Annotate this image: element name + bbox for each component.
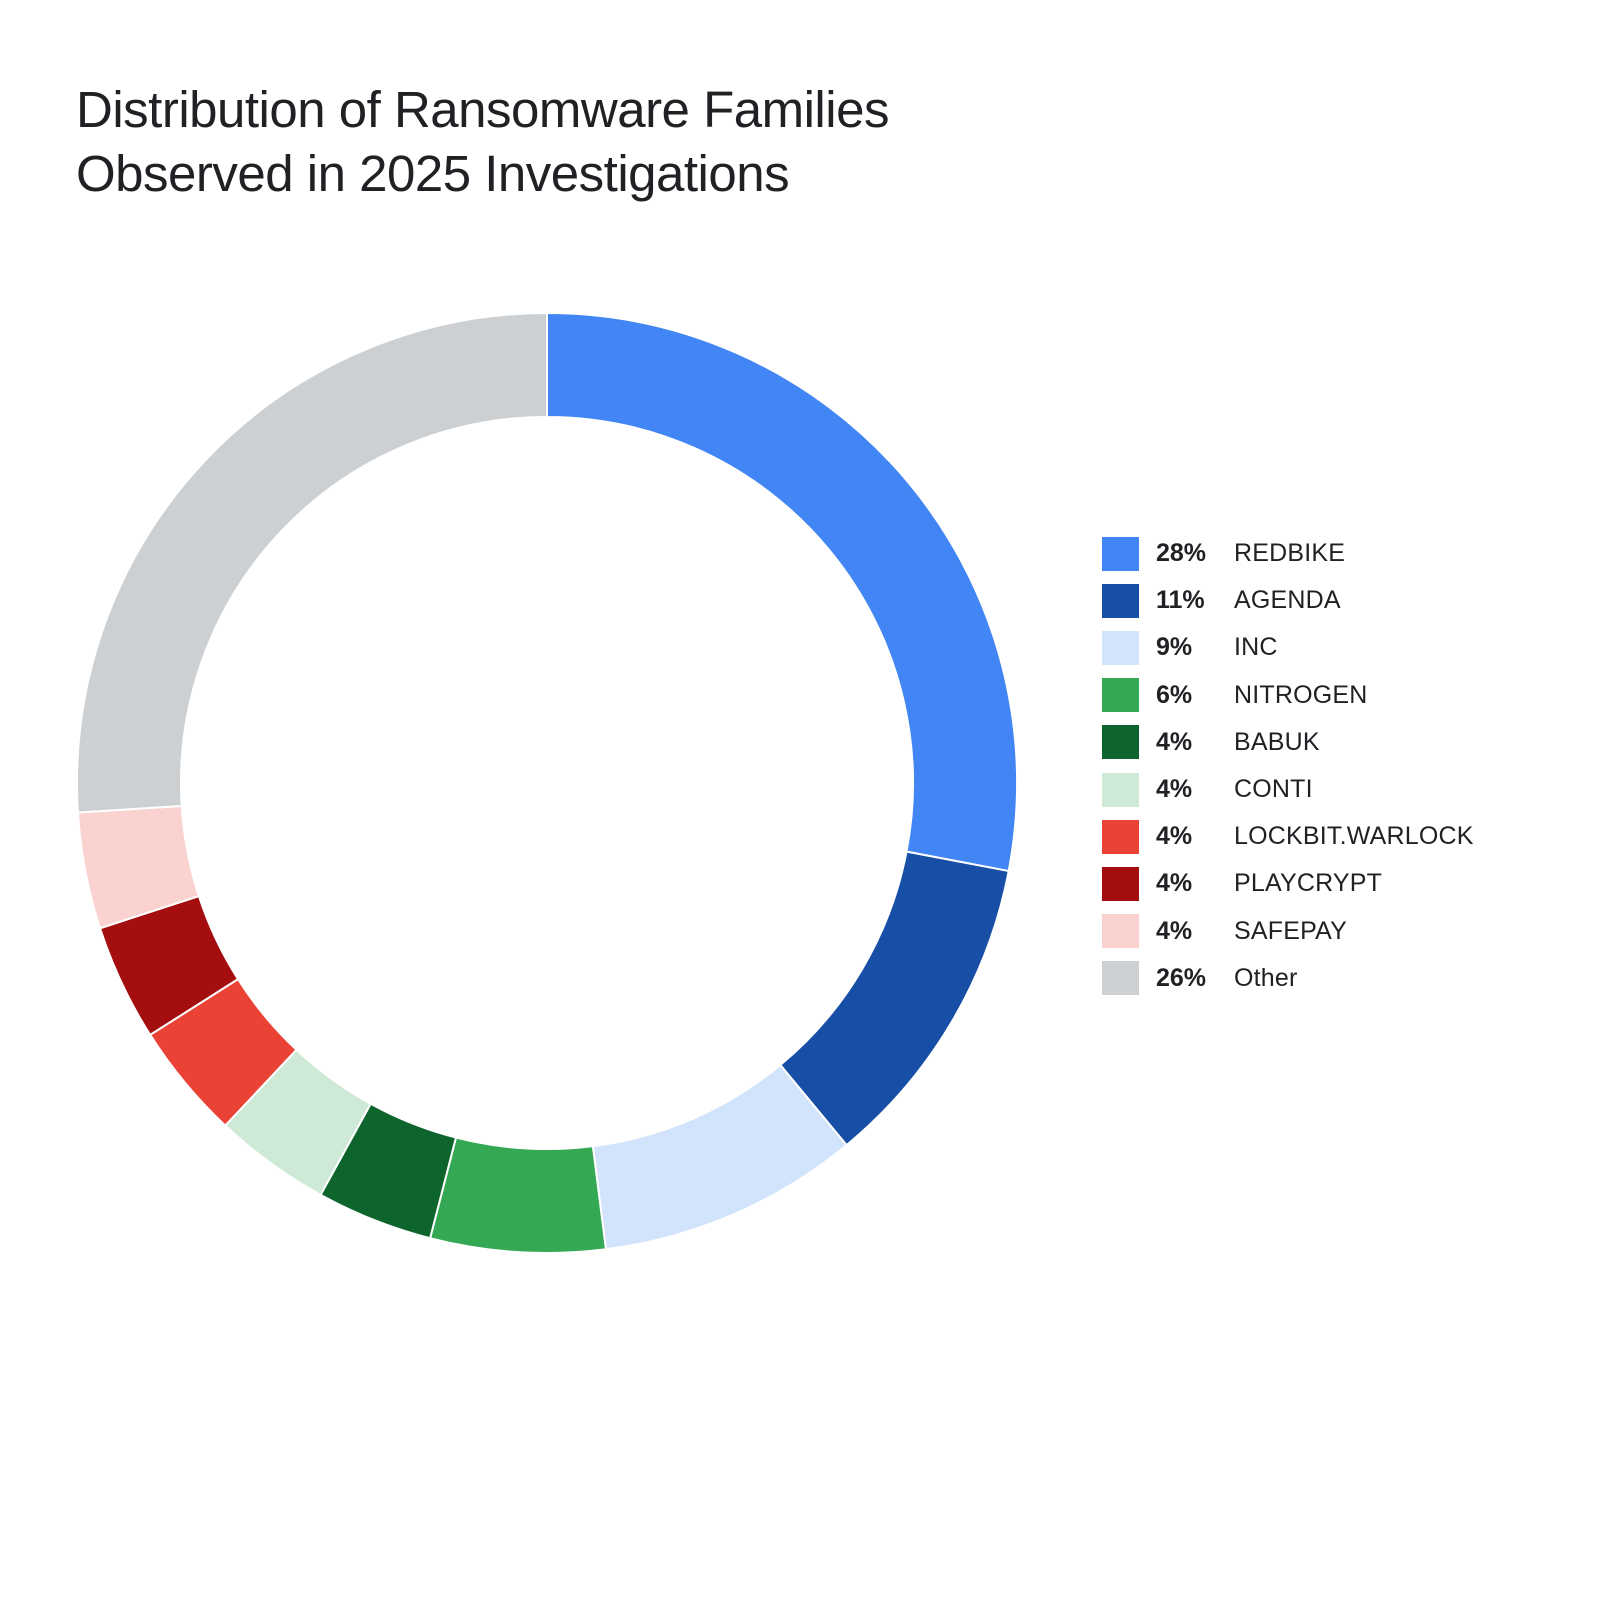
legend-item-nitrogen: 6% NITROGEN [1102,672,1474,719]
chart-title: Distribution of Ransomware Families Obse… [76,78,889,206]
legend-percent: 4% [1156,916,1193,945]
donut-segment-nitrogen [428,1136,608,1254]
legend-item-safepay: 4% SAFEPAY [1102,908,1474,955]
legend-swatch [1102,630,1139,665]
donut-chart [76,311,1018,1254]
legend-percent: 4% [1156,727,1193,756]
legend-item-agenda: 11% AGENDA [1102,577,1474,624]
legend-item-inc: 9% INC [1102,624,1474,671]
legend-percent: 4% [1156,822,1193,851]
legend-item-babuk: 4% BABUK [1102,719,1474,766]
donut-segment-redbike [546,311,1018,873]
legend-label: LOCKBIT.WARLOCK [1234,822,1474,851]
legend-percent: 26% [1156,963,1207,992]
chart-title-line-1: Distribution of Ransomware Families [76,81,889,138]
legend-swatch [1102,725,1139,760]
legend-percent: 28% [1156,539,1207,568]
legend-label: REDBIKE [1234,539,1346,568]
legend-swatch [1102,678,1139,713]
donut-segment-agenda [778,850,1010,1147]
legend-swatch [1102,819,1139,854]
legend-swatch [1102,583,1139,618]
legend-percent: 4% [1156,775,1193,804]
legend-swatch [1102,961,1139,996]
legend-label: INC [1234,633,1278,662]
legend-percent: 11% [1156,586,1205,615]
legend-item-lockbit-warlock: 4% LOCKBIT.WARLOCK [1102,813,1474,860]
legend-label: SAFEPAY [1234,916,1348,945]
legend-label: CONTI [1234,775,1313,804]
legend-swatch [1102,536,1139,571]
legend-item-conti: 4% CONTI [1102,766,1474,813]
legend-label: AGENDA [1234,586,1341,615]
legend-label: PLAYCRYPT [1234,869,1383,898]
legend-label: BABUK [1234,727,1320,756]
legend-percent: 4% [1156,869,1193,898]
legend-label: NITROGEN [1234,680,1368,709]
legend-percent: 9% [1156,633,1193,662]
legend-item-playcrypt: 4% PLAYCRYPT [1102,860,1474,907]
legend-swatch [1102,772,1139,807]
chart-title-line-2: Observed in 2025 Investigations [76,145,790,202]
legend-swatch [1102,914,1139,949]
chart-legend: 28% REDBIKE 11% AGENDA 9% INC 6% NITROGE… [1102,530,1474,1002]
legend-label: Other [1234,963,1298,992]
legend-item-other: 26% Other [1102,955,1474,1002]
legend-swatch [1102,866,1139,901]
legend-item-redbike: 28% REDBIKE [1102,530,1474,577]
legend-percent: 6% [1156,680,1193,709]
donut-segment-other [76,311,548,814]
